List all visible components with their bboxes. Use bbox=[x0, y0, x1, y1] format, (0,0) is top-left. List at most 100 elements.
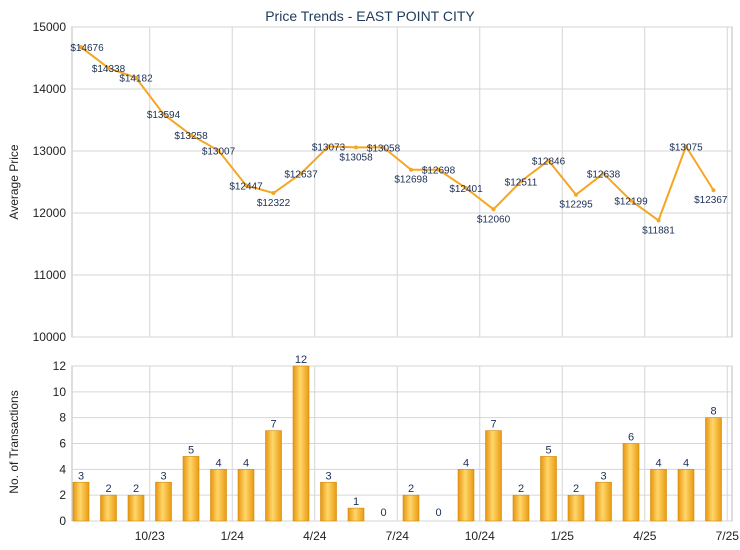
transactions-data-label: 5 bbox=[188, 444, 194, 456]
price-data-label: $12060 bbox=[477, 214, 511, 225]
transactions-data-label: 3 bbox=[160, 470, 166, 482]
price-point bbox=[684, 144, 688, 149]
transactions-bar bbox=[567, 494, 585, 522]
transactions-bar bbox=[127, 494, 145, 522]
price-point bbox=[216, 148, 221, 153]
transactions-bar bbox=[705, 417, 722, 522]
x-tick-label: 1/25 bbox=[551, 529, 575, 543]
transactions-y-tick-label: 10 bbox=[53, 385, 67, 399]
transactions-bar bbox=[320, 481, 337, 522]
transactions-y-tick-label: 2 bbox=[59, 488, 66, 502]
transactions-data-label: 2 bbox=[105, 483, 111, 495]
transactions-bar bbox=[72, 481, 90, 522]
transactions-data-label: 2 bbox=[518, 483, 524, 495]
transactions-bar bbox=[512, 494, 530, 522]
transactions-data-label: 4 bbox=[243, 457, 249, 469]
transactions-data-label: 6 bbox=[628, 432, 634, 444]
price-y-tick-label: 14000 bbox=[33, 82, 67, 96]
price-point bbox=[381, 145, 386, 150]
transactions-y-tick-label: 0 bbox=[59, 514, 66, 528]
transactions-bar bbox=[457, 469, 475, 522]
price-point bbox=[711, 188, 716, 193]
transactions-data-label: 3 bbox=[78, 470, 84, 482]
price-data-label: $14182 bbox=[119, 74, 153, 85]
transactions-y-axis-label: No. of Transactions bbox=[7, 390, 21, 493]
price-data-label: $13058 bbox=[339, 152, 373, 163]
price-y-tick-label: 10000 bbox=[33, 330, 67, 344]
price-data-label: $12322 bbox=[257, 198, 291, 209]
price-data-label: $14338 bbox=[92, 64, 126, 75]
transactions-bar bbox=[485, 430, 502, 522]
price-data-label: $13058 bbox=[367, 143, 401, 154]
price-point bbox=[601, 171, 606, 176]
transactions-data-label: 0 bbox=[435, 507, 441, 519]
price-point bbox=[629, 198, 633, 203]
price-data-label: $12295 bbox=[559, 200, 593, 211]
price-point bbox=[299, 171, 303, 176]
transactions-data-label: 8 bbox=[710, 406, 716, 418]
transactions-bar bbox=[237, 469, 255, 522]
price-point bbox=[354, 145, 358, 150]
price-data-label: $12698 bbox=[422, 166, 456, 177]
transactions-data-label: 2 bbox=[133, 483, 139, 495]
x-tick-label: 7/24 bbox=[386, 529, 410, 543]
transactions-data-label: 2 bbox=[573, 483, 579, 495]
x-tick-label: 1/24 bbox=[221, 529, 245, 543]
x-tick-label: 7/25 bbox=[716, 529, 740, 543]
price-data-label: $12199 bbox=[614, 197, 648, 208]
transactions-data-label: 7 bbox=[490, 419, 496, 431]
transactions-data-label: 3 bbox=[325, 470, 331, 482]
price-point bbox=[546, 158, 551, 163]
transactions-y-tick-label: 6 bbox=[59, 437, 66, 451]
price-data-label: $11881 bbox=[642, 225, 675, 236]
transactions-bar bbox=[650, 469, 667, 522]
price-point bbox=[491, 207, 496, 212]
price-point bbox=[656, 218, 661, 223]
transactions-data-label: 1 bbox=[353, 496, 359, 508]
transactions-data-label: 5 bbox=[545, 444, 551, 456]
price-data-label: $14676 bbox=[70, 43, 104, 54]
price-data-label: $13007 bbox=[202, 147, 236, 158]
price-data-label: $13075 bbox=[669, 142, 703, 153]
transactions-bar bbox=[210, 469, 227, 522]
price-point bbox=[326, 144, 331, 149]
price-y-tick-label: 15000 bbox=[33, 20, 67, 34]
price-y-tick-label: 13000 bbox=[33, 144, 67, 158]
price-point bbox=[271, 191, 276, 196]
transactions-data-label: 4 bbox=[655, 457, 661, 469]
transactions-y-tick-label: 8 bbox=[59, 411, 66, 425]
price-data-label: $12638 bbox=[587, 169, 621, 180]
price-y-axis-label: Average Price bbox=[7, 144, 21, 219]
price-point bbox=[519, 179, 523, 184]
price-data-label: $12846 bbox=[532, 157, 566, 168]
transactions-y-tick-label: 12 bbox=[53, 359, 67, 373]
price-data-label: $12447 bbox=[229, 181, 263, 192]
transactions-bar bbox=[595, 481, 612, 522]
transactions-data-label: 4 bbox=[683, 457, 689, 469]
price-point bbox=[436, 167, 441, 172]
price-point bbox=[574, 192, 578, 197]
transactions-bar bbox=[622, 443, 640, 522]
price-point bbox=[189, 133, 193, 138]
price-point bbox=[244, 183, 248, 188]
transactions-bar bbox=[402, 494, 420, 522]
transactions-data-label: 0 bbox=[380, 507, 386, 519]
chart-title: Price Trends - EAST POINT CITY bbox=[265, 8, 475, 24]
price-point bbox=[161, 112, 166, 117]
price-data-label: $13073 bbox=[312, 142, 346, 153]
transactions-data-label: 4 bbox=[463, 457, 469, 469]
price-data-label: $12698 bbox=[394, 175, 428, 186]
transactions-bar bbox=[155, 481, 172, 522]
price-point bbox=[409, 167, 413, 172]
price-y-tick-label: 12000 bbox=[33, 206, 67, 220]
transactions-bar bbox=[292, 365, 310, 522]
x-tick-label: 10/23 bbox=[135, 529, 165, 543]
price-series-line bbox=[80, 46, 715, 222]
price-data-label: $12511 bbox=[505, 177, 538, 188]
transactions-bar bbox=[100, 494, 117, 522]
price-y-tick-label: 11000 bbox=[34, 268, 67, 282]
transactions-data-label: 4 bbox=[215, 457, 221, 469]
price-point bbox=[134, 75, 138, 80]
